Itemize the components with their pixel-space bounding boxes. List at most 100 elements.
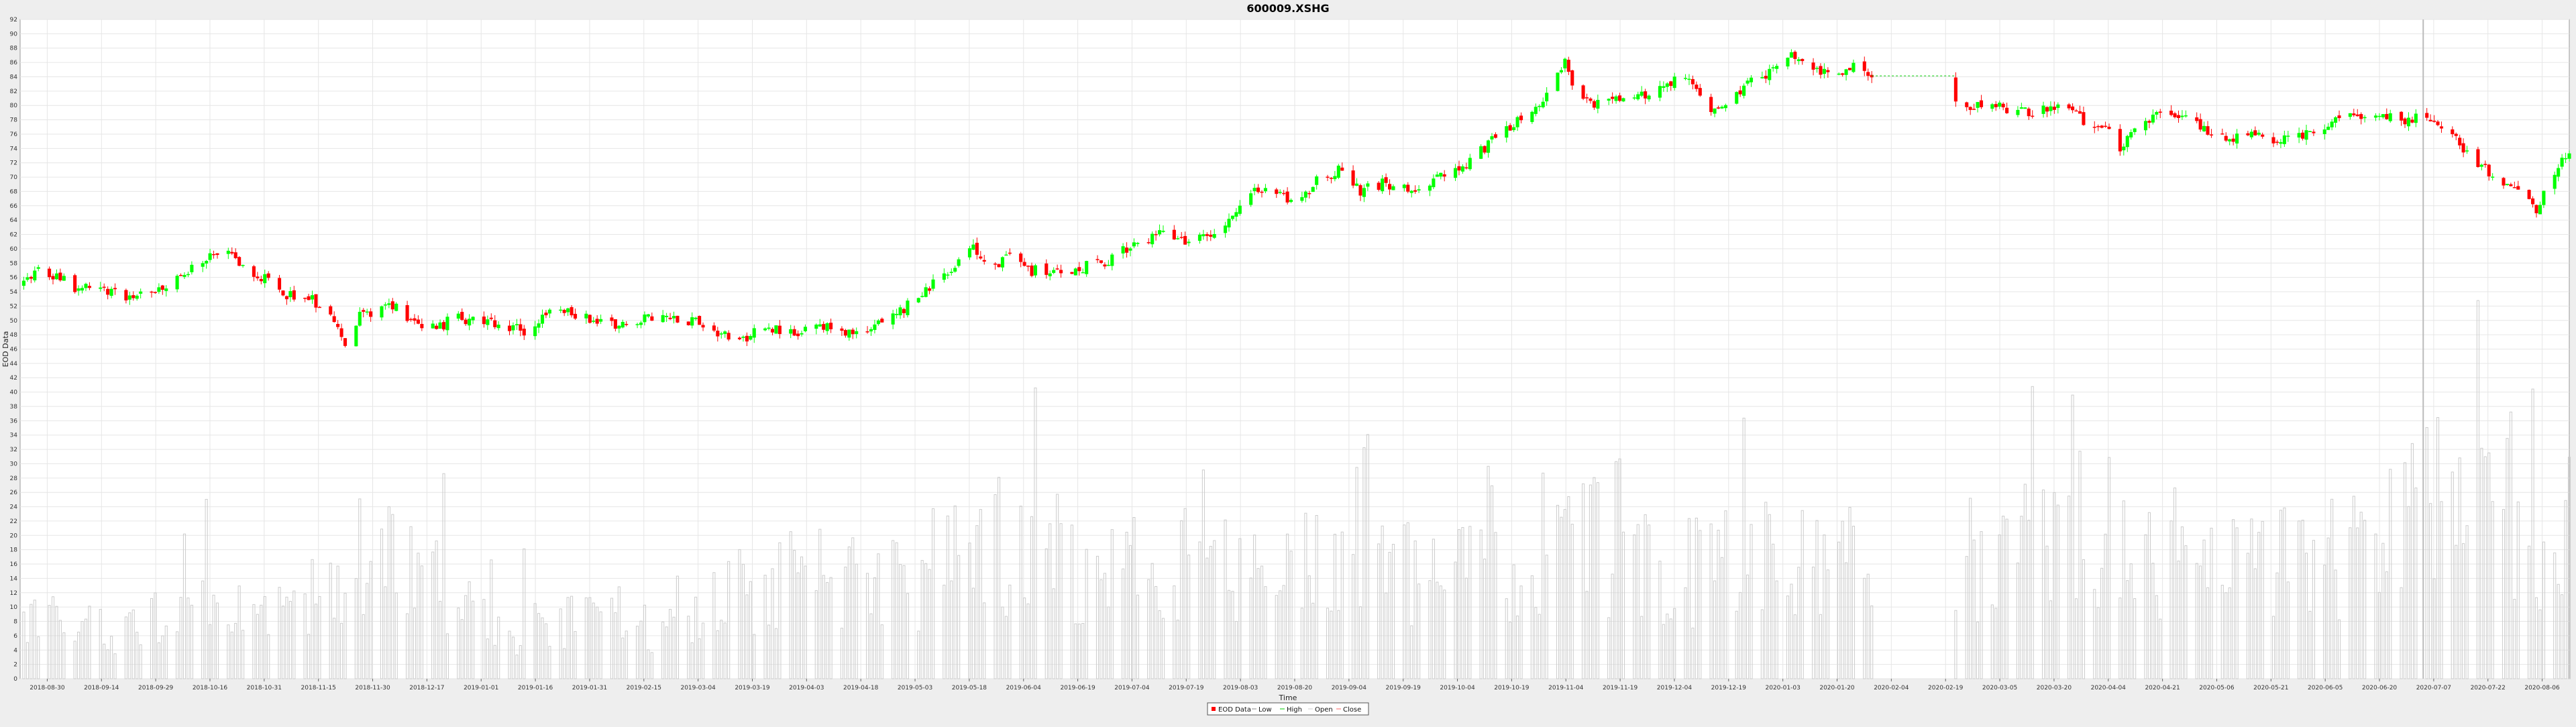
candle-body (1026, 266, 1030, 267)
x-tick-label: 2019-06-19 (1060, 685, 1095, 691)
volume-bar (1823, 535, 1826, 679)
candle (2439, 121, 2444, 133)
candle (413, 314, 417, 325)
candle-body (2567, 153, 2571, 159)
volume-bar (77, 631, 80, 679)
volume-bar (548, 646, 551, 679)
candle (1607, 98, 1611, 105)
candle-body (343, 338, 347, 346)
volume-bar (851, 537, 855, 679)
candle (723, 330, 727, 338)
candle-body (1512, 127, 1516, 130)
candle-body (51, 276, 55, 280)
candle (226, 247, 230, 260)
candle-body (2410, 119, 2414, 123)
candle-body (2509, 184, 2513, 186)
candle (814, 323, 818, 335)
candle (362, 308, 366, 318)
volume-bar (2202, 539, 2206, 679)
legend-label: Open (1315, 706, 1333, 714)
candle (2564, 152, 2568, 164)
volume-bar (614, 612, 617, 679)
candle-body (2476, 149, 2480, 168)
candle-body (916, 298, 920, 302)
candle (2180, 110, 2184, 120)
candle (1968, 106, 1972, 115)
candle (2122, 143, 2126, 156)
volume-bar (1563, 509, 1566, 679)
volume-bar (1545, 555, 1548, 679)
candle (1998, 100, 2002, 109)
candle-body (515, 324, 519, 325)
candle (281, 290, 285, 296)
volume-bar (212, 594, 215, 679)
candle (435, 323, 439, 330)
volume-bar (1001, 606, 1004, 679)
candle (2092, 121, 2096, 133)
candle (873, 319, 877, 334)
candle-body (2231, 138, 2235, 142)
candle-body (54, 273, 58, 280)
volume-bar (472, 600, 475, 679)
volume-bar (366, 583, 369, 679)
candle-body (2400, 111, 2404, 121)
candle (1315, 174, 1319, 190)
candle-body (157, 287, 161, 292)
candle (635, 323, 639, 329)
candle-body (1771, 67, 1775, 68)
volume-bar (2476, 300, 2479, 679)
volume-bar (592, 602, 595, 679)
volume-bar (2312, 540, 2315, 679)
volume-bar (511, 636, 515, 679)
volume-bar (2491, 501, 2494, 679)
volume-bar (311, 559, 314, 679)
candle (2100, 125, 2104, 129)
candle (1687, 74, 1691, 85)
candle (186, 271, 190, 278)
candle-body (438, 322, 442, 329)
volume-bar (394, 592, 398, 679)
candle (2125, 135, 2129, 152)
candle (2220, 128, 2224, 135)
candle-body (493, 320, 497, 327)
candle (2301, 129, 2305, 141)
candle (1442, 170, 1446, 182)
volume-bar (1464, 577, 1468, 679)
candle-body (303, 298, 307, 299)
candle (358, 307, 362, 327)
x-axis-label: Time (1279, 693, 1297, 702)
candle (566, 307, 570, 316)
candle-body (1563, 58, 1567, 68)
candle (2257, 129, 2261, 137)
candle-body (1490, 136, 1494, 139)
candle (2118, 124, 2122, 156)
volume-bar (676, 575, 680, 679)
x-tick-label: 2019-08-03 (1223, 685, 1258, 691)
candle-body (456, 313, 460, 319)
candle-body (1815, 68, 1819, 69)
candle-body (1515, 117, 1519, 127)
volume-bar (1286, 533, 1289, 679)
candle (2067, 103, 2071, 111)
x-tick-label: 2019-12-19 (1711, 685, 1747, 691)
volume-bar (610, 598, 614, 679)
volume-bar (2279, 510, 2282, 679)
volume-bar (544, 623, 548, 679)
candle-body (2067, 104, 2071, 109)
volume-bar (1658, 561, 1662, 679)
candle (2096, 124, 2100, 131)
candle (1457, 160, 1461, 176)
y-tick-label: 60 (10, 246, 18, 253)
volume-bar (2100, 567, 2104, 679)
candle-body (1387, 184, 1392, 190)
candle (2487, 164, 2491, 181)
volume-bar (1742, 417, 1746, 679)
volume-bar (2359, 512, 2363, 679)
candle (2465, 146, 2469, 154)
volume-bar (237, 585, 241, 679)
candle-body (1468, 158, 1472, 170)
y-tick-label: 64 (10, 217, 18, 224)
volume-bar (1509, 622, 1512, 679)
volume-bar (1633, 535, 1636, 679)
candle-body (2246, 133, 2250, 135)
